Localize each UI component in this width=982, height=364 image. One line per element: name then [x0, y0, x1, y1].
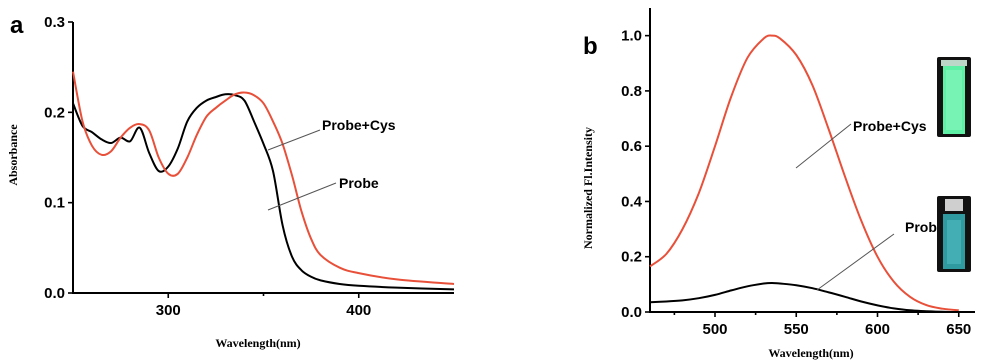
chart-a-annotation-probe: Probe — [339, 175, 379, 191]
panel-label-a: a — [10, 12, 24, 39]
chart-b-annotation-probe: Probe — [905, 219, 945, 235]
chart-a-arrow-probe — [267, 182, 337, 211]
chart-a-annotation-probe-cys: Probe+Cys — [322, 117, 396, 133]
cuvette-image-probe-cys — [937, 57, 971, 137]
chart-a-xlabel: Wavelength(nm) — [215, 336, 300, 350]
chart-a-axis-lines — [72, 22, 454, 294]
chart-b-arrow-probe-cys — [795, 123, 852, 169]
chart-b-arrow-probe — [816, 233, 895, 291]
chart-b-series-probe-line — [649, 281, 959, 313]
chart-b-axis-lines — [649, 8, 975, 313]
chart-a-xtick-label: 400 — [346, 302, 371, 319]
chart-a-series — [72, 71, 455, 291]
chart-b-axes: 500 550 600 650 0.0 0.2 0.4 0.6 0.8 1.0 — [621, 8, 975, 338]
chart-b-ytick-label: 1.0 — [621, 28, 642, 45]
chart-b-ytick-label: 0.8 — [621, 83, 642, 100]
chart-a-ytick-label: 0.3 — [44, 14, 65, 31]
cuvette-image-probe — [937, 196, 971, 272]
chart-a: 300 400 0.0 0.1 0.2 0.3 Wavelength(nm) Absorb… — [6, 14, 455, 350]
chart-b-xlabel: Wavelength(nm) — [768, 346, 853, 360]
chart-b: 500 550 600 650 0.0 0.2 0.4 0.6 0.8 1.0 Wavelengt… — [581, 8, 975, 360]
chart-b-xtick-label: 650 — [946, 321, 971, 338]
chart-b-xtick-label: 500 — [702, 321, 727, 338]
chart-a-ytick-label: 0.0 — [44, 285, 65, 302]
chart-b-ylabel: Normalized Fl.Intensity — [581, 127, 595, 249]
chart-a-ytick-label: 0.1 — [44, 195, 65, 212]
chart-b-annotation-probe-cys: Probe+Cys — [853, 118, 927, 134]
chart-a-axes: 300 400 0.0 0.1 0.2 0.3 — [44, 14, 454, 319]
chart-b-ytick-label: 0.6 — [621, 138, 642, 155]
chart-b-ytick-label: 0.0 — [621, 304, 642, 321]
chart-b-ytick-label: 0.4 — [621, 193, 643, 210]
chart-b-series-probe-cys-line — [649, 34, 959, 312]
chart-b-xtick-label: 550 — [784, 321, 809, 338]
chart-a-arrow-probe-cys — [267, 129, 321, 151]
chart-a-series-probe-line — [72, 93, 455, 291]
chart-a-series-probe-cys-line — [72, 71, 455, 285]
chart-a-ytick-label: 0.2 — [44, 104, 65, 121]
chart-b-xtick-label: 600 — [865, 321, 890, 338]
chart-b-ytick-label: 0.2 — [621, 249, 642, 266]
panel-label-b: b — [583, 33, 598, 60]
chart-a-xtick-label: 300 — [156, 302, 181, 319]
chart-a-ylabel: Absorbance — [6, 124, 20, 186]
chart-b-series — [649, 34, 959, 313]
